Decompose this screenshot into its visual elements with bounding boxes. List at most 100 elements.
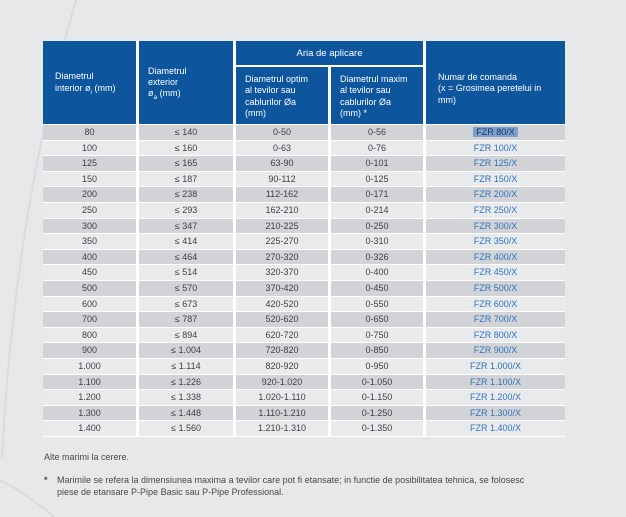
- cell-diametru-maxim: 0-310: [331, 234, 423, 249]
- header-numar-comanda: Numar de comanda (x = Grosimea peretelui…: [426, 41, 565, 124]
- header-line: (mm): [157, 88, 181, 99]
- order-code-link[interactable]: FZR 350/X: [473, 236, 518, 247]
- cell-diametru-maxim: 0-171: [331, 187, 423, 202]
- cell-numar-comanda: FZR 300/X: [426, 218, 565, 234]
- cell-diametru-maxim: 0-750: [331, 327, 423, 343]
- order-code-link[interactable]: FZR 1.300/X: [469, 407, 522, 418]
- cell-diametrul-interior: 1.100: [43, 374, 136, 390]
- cell-diametrul-interior: 500: [43, 280, 136, 296]
- order-code-link[interactable]: FZR 700/X: [473, 314, 518, 325]
- cell-diametrul-interior: 1.300: [43, 405, 136, 421]
- header-diametrul-optim: Diametrul optim al tevilor sau cablurilo…: [236, 67, 328, 124]
- order-code-link[interactable]: FZR 400/X: [473, 251, 518, 262]
- cell-diametru-maxim: 0-850: [331, 343, 423, 358]
- cell-diametru-maxim: 0-1.050: [331, 374, 423, 390]
- cell-diametrul-exterior: ≤ 293: [139, 202, 233, 218]
- cell-numar-comanda: FZR 1.400/X: [426, 421, 565, 436]
- table-row: 900 ≤ 1.004 720-820 0-850 FZR 900/X: [43, 343, 565, 358]
- order-code-link[interactable]: FZR 150/X: [473, 173, 518, 184]
- cell-diametru-optim: 370-420: [236, 280, 328, 296]
- specs-table: Diametrul interior øi (mm) Diametrul ext…: [43, 41, 565, 437]
- cell-diametru-optim: 90-112: [236, 171, 328, 187]
- cell-diametrul-interior: 80: [43, 125, 136, 140]
- cell-diametru-maxim: 0-650: [331, 312, 423, 327]
- cell-numar-comanda: FZR 600/X: [426, 296, 565, 312]
- cell-diametru-maxim: 0-950: [331, 358, 423, 374]
- cell-diametru-optim: 270-320: [236, 249, 328, 265]
- table-row: 1.200 ≤ 1.338 1.020-1.110 0-1.150 FZR 1.200/…: [43, 390, 565, 405]
- cell-diametrul-interior: 350: [43, 234, 136, 249]
- order-code-link[interactable]: FZR 1.200/X: [469, 392, 522, 403]
- cell-numar-comanda: FZR 350/X: [426, 234, 565, 249]
- header-line: ø: [148, 88, 154, 99]
- cell-diametrul-exterior: ≤ 1.226: [139, 374, 233, 390]
- cell-diametrul-exterior: ≤ 238: [139, 187, 233, 202]
- order-code-link[interactable]: FZR 450/X: [473, 267, 518, 278]
- order-code-link[interactable]: FZR 500/X: [473, 282, 518, 293]
- table-row: 400 ≤ 464 270-320 0-326 FZR 400/X: [43, 249, 565, 265]
- cell-diametru-maxim: 0-56: [331, 125, 423, 140]
- cell-diametrul-interior: 900: [43, 343, 136, 358]
- cell-diametrul-interior: 1.400: [43, 421, 136, 436]
- header-diametrul-exterior: Diametrul exterior øa (mm): [139, 41, 233, 124]
- table-row: 450 ≤ 514 320-370 0-400 FZR 450/X: [43, 265, 565, 280]
- cell-diametrul-interior: 150: [43, 171, 136, 187]
- subscript-i: i: [90, 88, 92, 96]
- cell-diametru-maxim: 0-125: [331, 171, 423, 187]
- cell-numar-comanda: FZR 1.200/X: [426, 390, 565, 405]
- cell-diametru-maxim: 0-76: [331, 140, 423, 156]
- cell-numar-comanda: FZR 125/X: [426, 156, 565, 171]
- cell-diametrul-exterior: ≤ 1.004: [139, 343, 233, 358]
- cell-diametru-optim: 920-1.020: [236, 374, 328, 390]
- cell-diametrul-interior: 700: [43, 312, 136, 327]
- table-row: 700 ≤ 787 520-620 0-650 FZR 700/X: [43, 312, 565, 327]
- order-code-link[interactable]: FZR 250/X: [473, 204, 518, 215]
- footnote: * Marimile se refera la dimensiunea maxi…: [44, 475, 584, 498]
- cell-diametru-optim: 620-720: [236, 327, 328, 343]
- cell-diametru-maxim: 0-1.350: [331, 421, 423, 436]
- cell-diametrul-exterior: ≤ 787: [139, 312, 233, 327]
- cell-diametrul-exterior: ≤ 1.560: [139, 421, 233, 436]
- cell-diametrul-exterior: ≤ 347: [139, 218, 233, 234]
- cell-diametru-maxim: 0-1.150: [331, 390, 423, 405]
- cell-diametrul-interior: 450: [43, 265, 136, 280]
- cell-numar-comanda: FZR 800/X: [426, 327, 565, 343]
- cell-diametrul-interior: 200: [43, 187, 136, 202]
- order-code-link[interactable]: FZR 100/X: [473, 142, 518, 153]
- cell-numar-comanda: FZR 150/X: [426, 171, 565, 187]
- table-row: 1.300 ≤ 1.448 1.110-1.210 0-1.250 FZR 1.300/…: [43, 405, 565, 421]
- table-row: 200 ≤ 238 112-162 0-171 FZR 200/X: [43, 187, 565, 202]
- cell-diametru-maxim: 0-400: [331, 265, 423, 280]
- cell-diametrul-exterior: ≤ 673: [139, 296, 233, 312]
- order-code-link[interactable]: FZR 1.100/X: [469, 376, 522, 387]
- cell-numar-comanda: FZR 1.000/X: [426, 358, 565, 374]
- cell-diametru-maxim: 0-250: [331, 218, 423, 234]
- table-row: 150 ≤ 187 90-112 0-125 FZR 150/X: [43, 171, 565, 187]
- table-row: 350 ≤ 414 225-270 0-310 FZR 350/X: [43, 234, 565, 249]
- cell-diametrul-exterior: ≤ 1.448: [139, 405, 233, 421]
- header-line: Diametrul: [55, 71, 94, 82]
- order-code-link[interactable]: FZR 300/X: [473, 220, 518, 231]
- header-diametrul-maxim: Diametrul maxim al tevilor sau cablurilo…: [331, 67, 423, 124]
- order-code-link[interactable]: FZR 800/X: [473, 329, 518, 340]
- cell-numar-comanda: FZR 80/X: [426, 125, 565, 140]
- subscript-a: a: [153, 93, 158, 101]
- order-code-link[interactable]: FZR 200/X: [473, 189, 518, 200]
- cell-numar-comanda: FZR 700/X: [426, 312, 565, 327]
- order-code-link[interactable]: FZR 600/X: [473, 298, 518, 309]
- table-row: 300 ≤ 347 210-225 0-250 FZR 300/X: [43, 218, 565, 234]
- cell-diametru-optim: 0-63: [236, 140, 328, 156]
- footnote-text: Marimile se refera la dimensiunea maxima…: [57, 475, 525, 497]
- cell-diametru-maxim: 0-450: [331, 280, 423, 296]
- cell-diametru-optim: 63-90: [236, 156, 328, 171]
- order-code-link[interactable]: FZR 900/X: [473, 345, 518, 356]
- order-code-link[interactable]: FZR 1.400/X: [469, 423, 522, 434]
- order-code-link[interactable]: FZR 80/X: [473, 127, 518, 137]
- cell-diametrul-interior: 250: [43, 202, 136, 218]
- order-code-link[interactable]: FZR 1.000/X: [469, 360, 522, 371]
- cell-diametrul-exterior: ≤ 894: [139, 327, 233, 343]
- cell-numar-comanda: FZR 1.100/X: [426, 374, 565, 390]
- cell-diametru-maxim: 0-326: [331, 249, 423, 265]
- order-code-link[interactable]: FZR 125/X: [473, 158, 518, 169]
